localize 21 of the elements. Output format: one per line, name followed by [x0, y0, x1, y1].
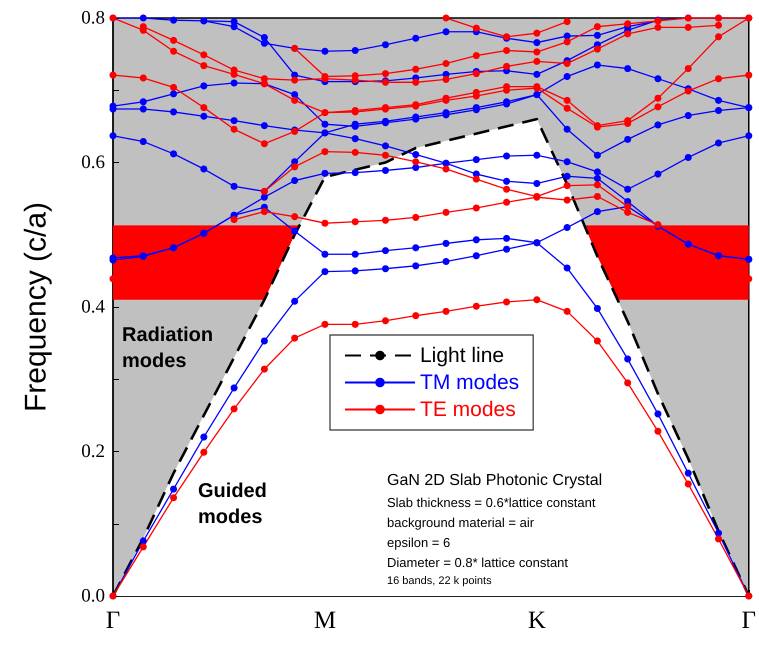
y-tick-label: 0.6 — [81, 152, 105, 173]
x-tick-label: K — [528, 607, 546, 634]
x-tick-label: Γ — [106, 607, 120, 634]
y-axis-title: Frequency (c/a) — [20, 202, 52, 412]
annotation: Guided modes — [198, 480, 272, 528]
y-tick-label: 0.4 — [81, 296, 106, 318]
legend-label: TM modes — [420, 371, 520, 394]
annotation: GaN 2D Slab Photonic Crystal — [387, 472, 602, 489]
x-tick-label: Γ — [742, 607, 756, 634]
annotation: background material = air — [387, 514, 535, 530]
annotation: Slab thickness = 0.6*lattice constant — [387, 494, 596, 510]
x-tick-label: M — [314, 607, 336, 634]
y-tick-label: 0.8 — [81, 8, 105, 28]
y-tick-label: 0.0 — [81, 586, 105, 606]
annotation: epsilon = 6 — [387, 534, 450, 550]
legend-label: Light line — [420, 344, 504, 367]
y-tick-label: 0.2 — [81, 441, 105, 462]
annotation: Radiation modes — [122, 324, 219, 372]
annotation: 16 bands, 22 k points — [387, 575, 492, 588]
legend-label: TE modes — [420, 398, 516, 421]
annotation: Diameter = 0.8* lattice constant — [387, 554, 568, 570]
